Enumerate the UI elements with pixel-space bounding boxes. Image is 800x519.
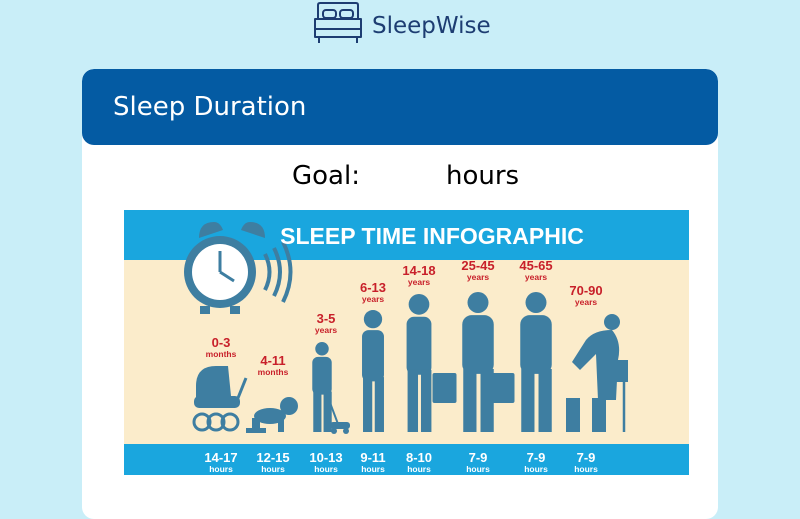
age-unit-label: months: [206, 349, 237, 359]
sleep-hours-label: 14-17: [204, 450, 237, 465]
sleep-hours-unit: hours: [209, 464, 233, 474]
middle-aged-briefcase-icon: [490, 292, 552, 432]
age-range-label: 25-45: [461, 258, 494, 273]
teen-icon: [406, 294, 432, 432]
sleep-hours-unit: hours: [261, 464, 285, 474]
sleep-hours-unit: hours: [407, 464, 431, 474]
sleep-duration-card: Sleep Duration Goal: hours: [82, 69, 718, 519]
stroller-icon: [192, 366, 248, 432]
age-unit-label: months: [258, 367, 289, 377]
sleep-hours-label: 8-10: [406, 450, 432, 465]
age-unit-label: years: [362, 294, 384, 304]
goal-row: Goal: hours: [82, 161, 718, 197]
card-title: Sleep Duration: [113, 92, 307, 122]
sleep-hours-unit: hours: [314, 464, 338, 474]
age-range-label: 14-18: [402, 263, 435, 278]
age-unit-label: years: [525, 272, 547, 282]
age-unit-label: years: [467, 272, 489, 282]
bed-icon: [312, 1, 364, 52]
sleep-hours-label: 7-9: [527, 450, 546, 465]
sleep-hours-unit: hours: [574, 464, 598, 474]
age-range-label: 70-90: [569, 283, 602, 298]
hours-band: [124, 444, 689, 475]
infographic-title: SLEEP TIME INFOGRAPHIC: [280, 223, 584, 249]
age-unit-label: years: [315, 325, 337, 335]
goal-unit: hours: [446, 161, 520, 191]
age-unit-label: years: [575, 297, 597, 307]
sleep-hours-unit: hours: [524, 464, 548, 474]
sleep-hours-label: 7-9: [577, 450, 596, 465]
age-unit-label: years: [408, 277, 430, 287]
brand: SleepWise: [312, 1, 491, 52]
crawling-baby-icon: [246, 397, 298, 433]
goal-label: Goal:: [292, 161, 360, 191]
sleep-hours-unit: hours: [361, 464, 385, 474]
alarm-clock-icon: [184, 222, 293, 314]
sleep-hours-label: 12-15: [256, 450, 289, 465]
age-range-label: 0-3: [212, 335, 231, 350]
adult-briefcase-icon: [432, 292, 494, 432]
age-range-label: 6-13: [360, 280, 386, 295]
age-range-label: 45-65: [519, 258, 552, 273]
age-range-label: 3-5: [317, 311, 336, 326]
card-header: Sleep Duration: [82, 69, 718, 145]
elderly-cane-icon: [566, 314, 628, 432]
sleep-hours-label: 10-13: [309, 450, 342, 465]
sleep-hours-label: 9-11: [360, 450, 385, 465]
toddler-icon: [312, 342, 350, 434]
sleep-hours-unit: hours: [466, 464, 490, 474]
goal-hours-input[interactable]: [364, 161, 448, 197]
child-icon: [362, 310, 384, 432]
app-name: SleepWise: [372, 13, 491, 39]
sleep-time-infographic: SLEEP TIME INFOGRAPHIC 0-3 months 14-17 hou…: [124, 210, 689, 475]
sleep-hours-label: 7-9: [469, 450, 488, 465]
age-range-label: 4-11: [260, 353, 285, 368]
